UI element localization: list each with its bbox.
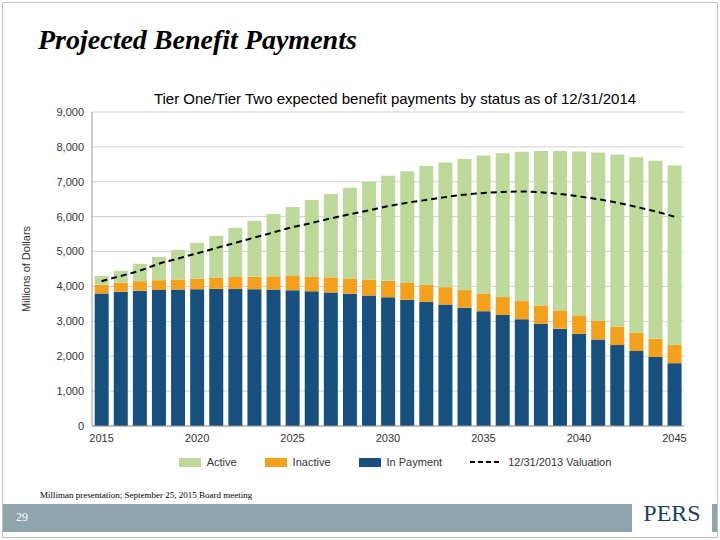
- svg-text:0: 0: [78, 420, 84, 432]
- html-text:Inactive: Inactive: [292, 456, 331, 468]
- svg-text:2,000: 2,000: [56, 350, 84, 362]
- html-text:29: 29: [16, 510, 28, 524]
- svg-text:6,000: 6,000: [56, 211, 84, 223]
- svg-text:5,000: 5,000: [56, 245, 84, 257]
- html-text:Milliman presentation; Septemb: Milliman presentation; September 25, 201…: [40, 490, 253, 500]
- svg-text:2030: 2030: [376, 432, 400, 444]
- html-text:Projected Benefit Payments: Projected Benefit Payments: [38, 24, 357, 55]
- html-text:In Payment: In Payment: [386, 456, 443, 468]
- svg-text:8,000: 8,000: [56, 141, 84, 153]
- svg-text:2035: 2035: [471, 432, 495, 444]
- svg-text:7,000: 7,000: [56, 176, 84, 188]
- svg-text:2045: 2045: [662, 432, 686, 444]
- svg-text:1,000: 1,000: [56, 385, 84, 397]
- html-text:PERS: PERS: [643, 499, 701, 526]
- svg-text:4,000: 4,000: [56, 280, 84, 292]
- html-text:12/31/2013 Valuation: 12/31/2013 Valuation: [508, 456, 612, 468]
- svg-text:3,000: 3,000: [56, 315, 84, 327]
- svg-text:2020: 2020: [185, 432, 209, 444]
- svg-text:2015: 2015: [89, 432, 113, 444]
- html-text:Active: Active: [206, 456, 237, 468]
- html-text:Tier One/Tier Two expected ben: Tier One/Tier Two expected benefit payme…: [153, 90, 637, 107]
- svg-text:2040: 2040: [567, 432, 591, 444]
- svg-text:9,000: 9,000: [56, 106, 84, 118]
- svg-text:Millions of Dollars: Millions of Dollars: [20, 225, 32, 312]
- svg-text:2025: 2025: [280, 432, 304, 444]
